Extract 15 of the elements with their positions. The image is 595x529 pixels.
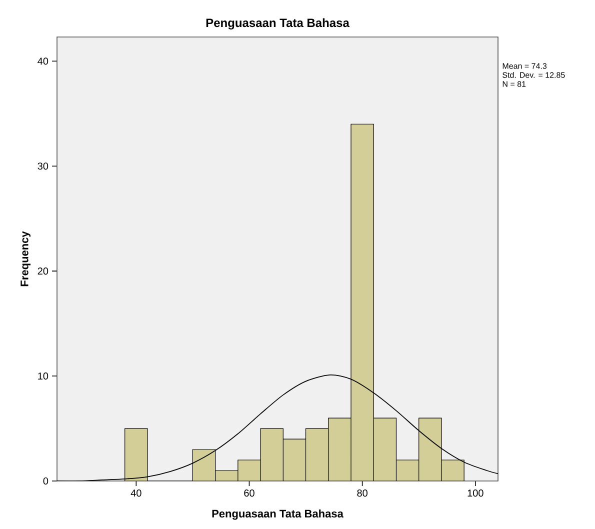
y-tick-label: 40 — [38, 58, 48, 65]
text: Mean = 74.3 — [502, 63, 547, 69]
y-axis-title: Frequency — [20, 231, 31, 286]
x-axis-title: Penguasaan Tata Bahasa — [212, 509, 344, 520]
text: N = 81 — [502, 81, 526, 87]
y-tick-label: 0 — [43, 477, 48, 485]
y-tick-label: 20 — [38, 268, 48, 275]
x-tick-label: 60 — [244, 490, 254, 497]
x-tick-label: 100 — [468, 490, 484, 497]
y-tick-label: 10 — [38, 372, 48, 380]
x-tick-label: 80 — [357, 490, 368, 497]
chart-title: Penguasaan Tata Bahasa — [206, 18, 350, 30]
text: Std. Dev. = 12.85 — [502, 72, 565, 78]
y-tick-label: 30 — [38, 162, 48, 170]
x-tick-label: 40 — [130, 490, 142, 497]
